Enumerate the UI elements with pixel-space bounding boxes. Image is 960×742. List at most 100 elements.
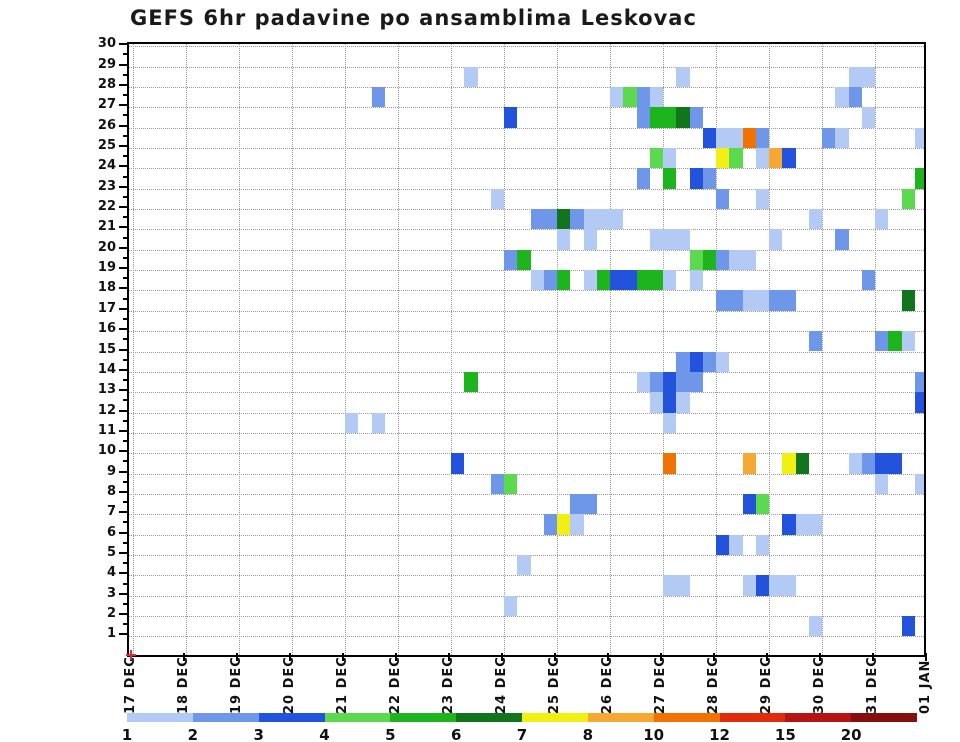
heatmap-cell xyxy=(649,229,663,250)
legend-value-label: 6 xyxy=(450,726,462,742)
heatmap-cell xyxy=(649,86,663,108)
heatmap-cell xyxy=(769,229,783,250)
y-axis-tick xyxy=(119,328,127,331)
x-axis-tick xyxy=(872,653,874,661)
x-axis-date-label: 25 DEC xyxy=(547,656,562,714)
heatmap-cell xyxy=(742,249,756,271)
legend-color-segment xyxy=(390,713,457,722)
y-axis-label: 16 xyxy=(97,321,116,337)
legend-value-label: 15 xyxy=(774,726,796,742)
y-axis-minor-tick xyxy=(123,338,127,341)
legend-value-label: 20 xyxy=(840,726,862,742)
heatmap-cell xyxy=(755,188,769,210)
heatmap-cell xyxy=(716,148,730,169)
x-axis-tick xyxy=(819,653,821,661)
x-axis-tick xyxy=(183,653,185,661)
heatmap-cell xyxy=(557,270,571,291)
heatmap-cell xyxy=(451,453,465,474)
heatmap-cell xyxy=(649,107,663,128)
heatmap-cell xyxy=(808,209,822,230)
heatmap-cell xyxy=(901,290,915,311)
y-axis-minor-tick xyxy=(123,216,127,219)
v-gridline xyxy=(239,44,240,655)
heatmap-cell xyxy=(649,148,663,169)
heatmap-cell xyxy=(782,148,796,169)
y-axis-tick xyxy=(119,368,127,371)
h-gridline xyxy=(129,371,924,373)
heatmap-cell xyxy=(676,107,690,128)
y-axis-label: 20 xyxy=(97,239,116,255)
heatmap-cell xyxy=(649,270,663,291)
y-axis-minor-tick xyxy=(123,440,127,443)
heatmap-cell xyxy=(835,229,849,250)
h-gridline xyxy=(129,453,924,455)
legend-value-label: 1 xyxy=(121,726,133,742)
h-gridline xyxy=(129,86,924,88)
x-axis-date-label: 20 DEC xyxy=(282,656,297,714)
heatmap-cell xyxy=(769,148,783,169)
h-gridline xyxy=(129,636,924,638)
y-axis-tick xyxy=(119,43,127,46)
h-gridline xyxy=(129,473,924,475)
heatmap-cell xyxy=(782,514,796,535)
v-gridline xyxy=(292,44,293,655)
heatmap-cell xyxy=(782,290,796,311)
heatmap-cell xyxy=(676,229,690,250)
y-axis-minor-tick xyxy=(123,277,127,280)
legend-color-segment xyxy=(785,713,852,722)
h-gridline xyxy=(129,534,924,536)
y-axis-tick xyxy=(119,531,127,534)
y-axis-label: 8 xyxy=(106,483,116,499)
heatmap-cell xyxy=(583,229,597,250)
heatmap-cell xyxy=(689,351,703,372)
heatmap-cell xyxy=(504,249,518,271)
heatmap-cell xyxy=(636,371,650,393)
y-axis-label: 7 xyxy=(106,504,116,520)
heatmap-cell xyxy=(716,127,730,148)
x-axis-date-label: 01 JAN xyxy=(918,659,933,714)
heatmap-cell xyxy=(914,127,924,148)
y-axis-tick xyxy=(119,83,127,86)
y-axis-minor-tick xyxy=(123,602,127,605)
heatmap-cell xyxy=(504,107,518,128)
heatmap-cell xyxy=(729,534,743,555)
v-gridline xyxy=(663,44,664,655)
heatmap-cell xyxy=(848,86,862,108)
y-axis-label: 21 xyxy=(97,219,116,235)
heatmap-cell xyxy=(822,127,836,148)
h-gridline xyxy=(129,107,924,109)
heatmap-cell xyxy=(742,575,756,596)
legend-color-segment xyxy=(587,713,655,722)
y-axis-minor-tick xyxy=(123,582,127,585)
heatmap-cell xyxy=(888,331,902,352)
heatmap-cell xyxy=(663,392,677,413)
x-axis-date-label: 21 DEC xyxy=(335,656,350,714)
legend-color-segment xyxy=(324,713,391,722)
heatmap-cell xyxy=(517,555,531,576)
y-axis-label: 17 xyxy=(97,300,116,316)
legend-value-label: 2 xyxy=(187,726,199,742)
x-axis-tick xyxy=(501,653,503,661)
v-gridline xyxy=(769,44,770,655)
heatmap-cell xyxy=(914,392,924,413)
heatmap-cell xyxy=(755,127,769,148)
h-gridline xyxy=(129,493,924,495)
legend-color-segment xyxy=(258,713,325,722)
y-axis-tick xyxy=(119,348,127,351)
h-gridline xyxy=(129,331,924,333)
v-gridline xyxy=(133,44,134,655)
y-axis-tick xyxy=(119,450,127,453)
y-axis-minor-tick xyxy=(123,541,127,544)
h-gridline xyxy=(129,46,924,48)
heatmap-cell xyxy=(636,168,650,189)
heatmap-cell xyxy=(914,168,924,189)
heatmap-cell xyxy=(596,209,610,230)
heatmap-cell xyxy=(755,290,769,311)
x-axis-date-label: 28 DEC xyxy=(706,656,721,714)
v-gridline xyxy=(504,44,505,655)
heatmap-cell xyxy=(570,209,584,230)
heatmap-cell xyxy=(583,209,597,230)
heatmap-cell xyxy=(676,392,690,413)
heatmap-cell xyxy=(610,270,624,291)
y-axis-tick xyxy=(119,613,127,616)
